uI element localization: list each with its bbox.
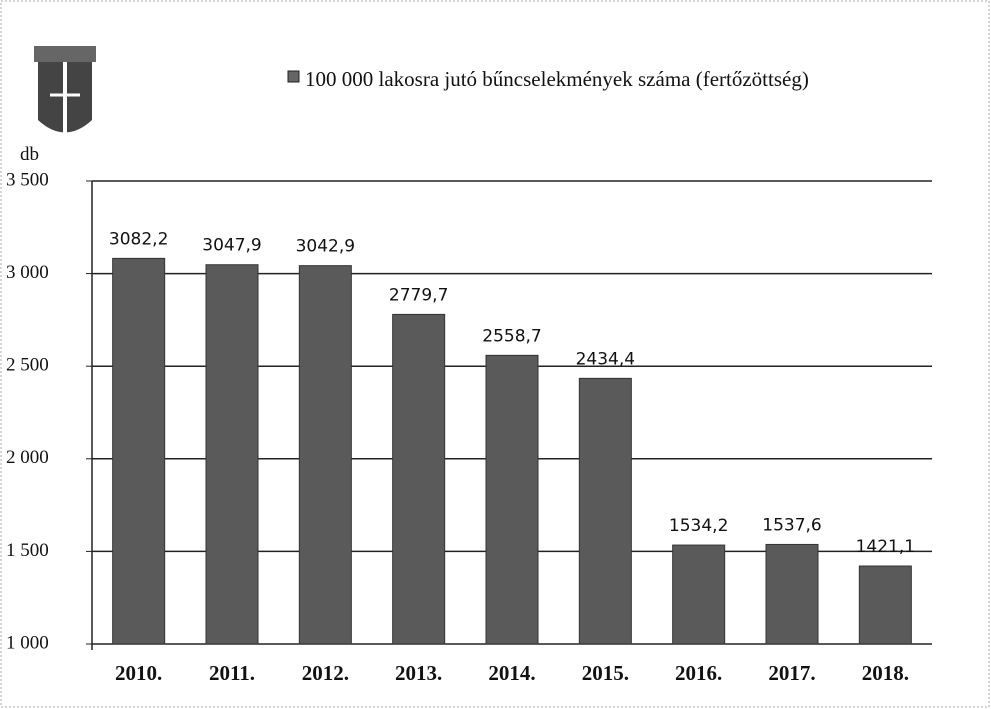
y-tick-label: 3 000 (6, 262, 49, 283)
value-label: 3042,9 (296, 237, 355, 257)
bar (578, 377, 632, 645)
y-tick-label: 1 000 (6, 632, 49, 653)
y-axis-label: db (20, 144, 39, 165)
value-label: 1534,2 (669, 516, 728, 536)
legend-swatch (287, 70, 300, 83)
legend-label: 100 000 lakosra jutó bűncselekmények szá… (305, 67, 809, 91)
x-tick-label: 2013. (395, 661, 442, 685)
value-label: 1537,6 (762, 515, 821, 535)
logo (34, 46, 96, 140)
x-tick-label: 2017. (768, 661, 815, 685)
x-tick-label: 2014. (488, 661, 535, 685)
bar (112, 257, 166, 645)
x-tick-label: 2018. (862, 661, 909, 685)
x-tick-label: 2010. (115, 661, 162, 685)
x-tick-label: 2012. (302, 661, 349, 685)
x-tick-label: 2016. (675, 661, 722, 685)
bar (765, 543, 819, 645)
value-label: 2434,4 (576, 349, 635, 369)
bar (858, 565, 912, 645)
bar (392, 313, 446, 645)
value-label: 2558,7 (482, 326, 541, 346)
value-label: 2779,7 (389, 285, 448, 305)
x-tick-label: 2015. (582, 661, 629, 685)
bar (485, 354, 539, 645)
x-tick-label: 2011. (209, 661, 255, 685)
value-label: 1421,1 (856, 537, 915, 557)
y-tick-label: 3 500 (6, 169, 49, 190)
bar (672, 544, 726, 645)
bar (205, 264, 259, 645)
y-tick-label: 2 000 (6, 447, 49, 468)
bar (298, 265, 352, 645)
y-tick-label: 1 500 (6, 540, 49, 561)
value-label: 3082,2 (109, 229, 168, 249)
y-tick-label: 2 500 (6, 355, 49, 376)
value-label: 3047,9 (202, 236, 261, 256)
